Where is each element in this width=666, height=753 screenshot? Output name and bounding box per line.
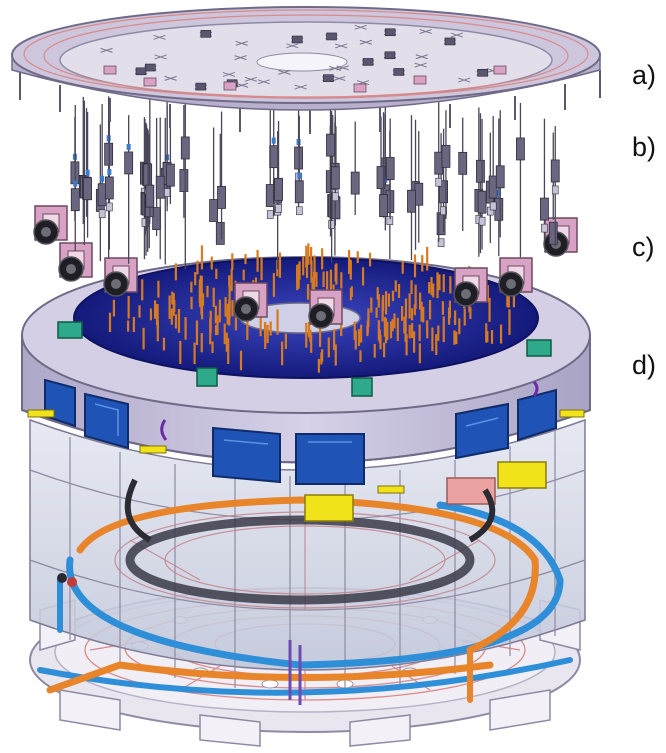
panel-label-c: c) [632, 232, 655, 262]
detector-modules [33, 205, 578, 329]
green-mounts [57, 321, 552, 397]
panel-label-d: d) [632, 350, 657, 380]
purple-fittings [160, 380, 539, 441]
cable-loop-right [468, 488, 496, 543]
yellow-block-front [304, 494, 354, 522]
lid-heater-traces [23, 9, 589, 99]
lower-base-section [29, 418, 586, 747]
coolant-pipes-orange [46, 496, 539, 703]
side-connectors [57, 573, 77, 587]
lid-center-hole [256, 52, 348, 72]
inner-dark-ring [125, 515, 475, 605]
panel-label-a: a) [632, 60, 657, 90]
top-lid-ring [11, 6, 601, 134]
cable-loop-left [124, 478, 152, 543]
yellow-block-right [497, 461, 547, 489]
lid-small-components [103, 28, 507, 93]
housing-windows [44, 378, 557, 485]
feedthrough-lines [288, 640, 302, 705]
coolant-pipes-blue [37, 501, 573, 696]
panel-label-b: b) [632, 132, 657, 162]
lid-legs [19, 70, 601, 134]
probe-rod-array [70, 96, 560, 270]
yellow-clamps [27, 409, 585, 494]
